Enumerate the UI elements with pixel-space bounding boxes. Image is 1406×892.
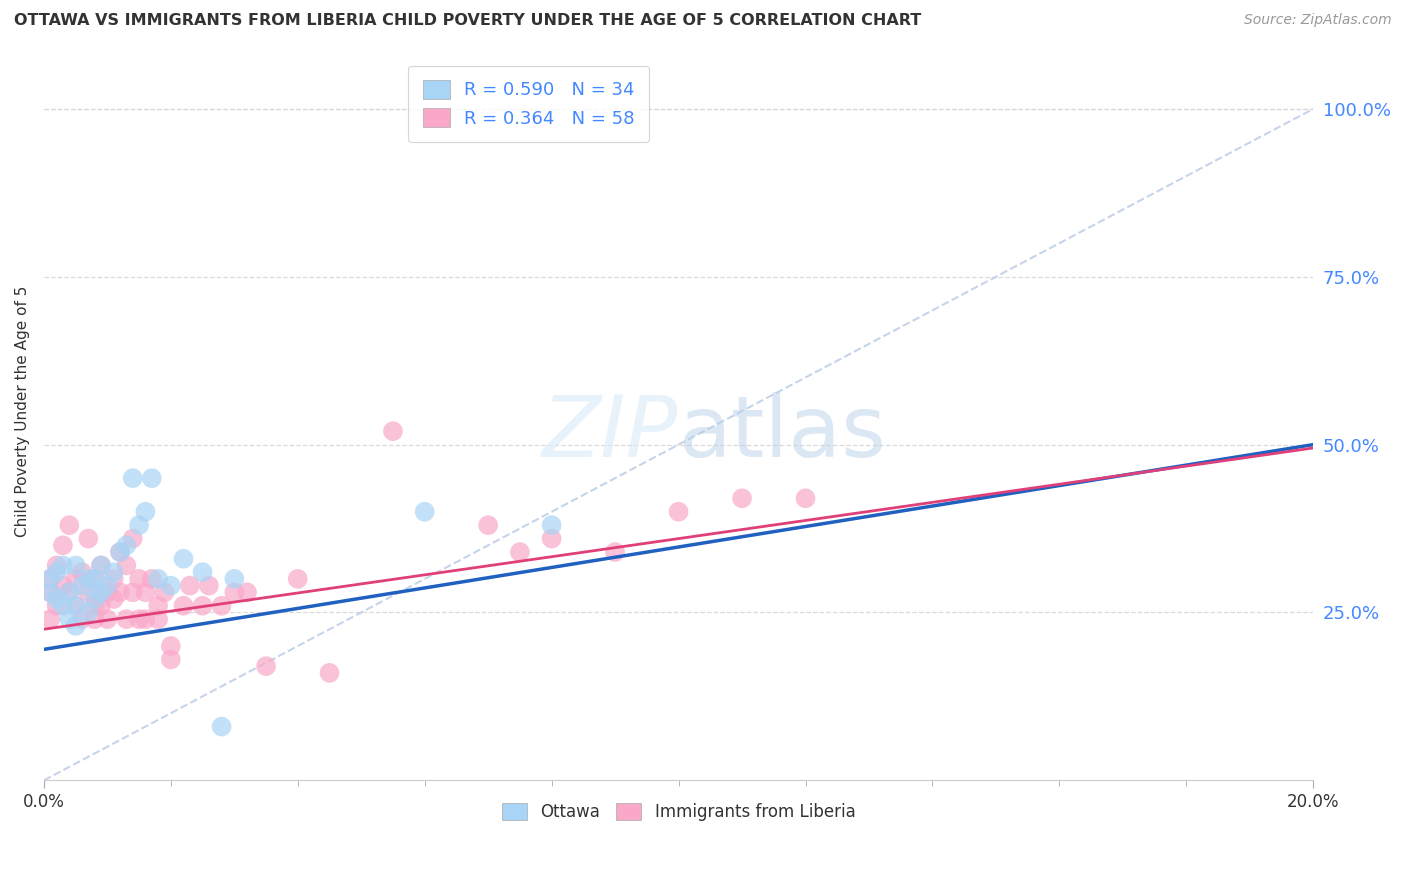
Point	[108, 585, 131, 599]
Text: atlas: atlas	[679, 392, 887, 475]
Point	[90, 599, 112, 613]
Point	[731, 491, 754, 506]
Point	[121, 471, 143, 485]
Point	[254, 659, 277, 673]
Point	[45, 592, 67, 607]
Point	[83, 572, 105, 586]
Point	[141, 471, 163, 485]
Point	[39, 585, 62, 599]
Point	[96, 585, 118, 599]
Point	[103, 572, 125, 586]
Point	[58, 518, 80, 533]
Point	[77, 532, 100, 546]
Y-axis label: Child Poverty Under the Age of 5: Child Poverty Under the Age of 5	[15, 285, 30, 537]
Point	[58, 585, 80, 599]
Point	[83, 612, 105, 626]
Point	[159, 639, 181, 653]
Point	[236, 585, 259, 599]
Point	[65, 558, 87, 573]
Point	[191, 599, 214, 613]
Point	[146, 599, 169, 613]
Point	[52, 558, 75, 573]
Text: Source: ZipAtlas.com: Source: ZipAtlas.com	[1244, 13, 1392, 28]
Point	[65, 572, 87, 586]
Point	[45, 565, 67, 579]
Point	[211, 599, 233, 613]
Point	[103, 565, 125, 579]
Point	[52, 578, 75, 592]
Point	[39, 585, 62, 599]
Point	[173, 599, 195, 613]
Point	[121, 532, 143, 546]
Point	[39, 612, 62, 626]
Point	[70, 612, 93, 626]
Point	[173, 551, 195, 566]
Point	[65, 599, 87, 613]
Point	[381, 424, 404, 438]
Point	[211, 720, 233, 734]
Point	[90, 585, 112, 599]
Point	[509, 545, 531, 559]
Point	[141, 572, 163, 586]
Point	[45, 599, 67, 613]
Point	[58, 585, 80, 599]
Point	[121, 585, 143, 599]
Point	[52, 538, 75, 552]
Point	[115, 538, 138, 552]
Point	[224, 572, 246, 586]
Point	[134, 612, 156, 626]
Point	[318, 665, 340, 680]
Point	[128, 612, 150, 626]
Point	[146, 572, 169, 586]
Point	[96, 578, 118, 592]
Text: OTTAWA VS IMMIGRANTS FROM LIBERIA CHILD POVERTY UNDER THE AGE OF 5 CORRELATION C: OTTAWA VS IMMIGRANTS FROM LIBERIA CHILD …	[14, 13, 921, 29]
Point	[83, 572, 105, 586]
Point	[668, 505, 690, 519]
Text: ZIP: ZIP	[543, 392, 679, 475]
Point	[540, 532, 562, 546]
Point	[413, 505, 436, 519]
Point	[58, 612, 80, 626]
Point	[128, 572, 150, 586]
Point	[224, 585, 246, 599]
Point	[70, 578, 93, 592]
Point	[65, 599, 87, 613]
Point	[191, 565, 214, 579]
Point	[108, 545, 131, 559]
Point	[287, 572, 309, 586]
Point	[179, 578, 201, 592]
Point	[103, 592, 125, 607]
Point	[159, 652, 181, 666]
Point	[90, 558, 112, 573]
Point	[134, 505, 156, 519]
Point	[96, 612, 118, 626]
Point	[153, 585, 176, 599]
Point	[128, 518, 150, 533]
Point	[90, 558, 112, 573]
Point	[65, 619, 87, 633]
Point	[83, 599, 105, 613]
Point	[39, 572, 62, 586]
Point	[77, 585, 100, 599]
Point	[794, 491, 817, 506]
Point	[115, 612, 138, 626]
Point	[83, 592, 105, 607]
Point	[146, 612, 169, 626]
Point	[477, 518, 499, 533]
Point	[39, 572, 62, 586]
Point	[45, 558, 67, 573]
Point	[159, 578, 181, 592]
Point	[108, 545, 131, 559]
Point	[52, 599, 75, 613]
Legend: Ottawa, Immigrants from Liberia: Ottawa, Immigrants from Liberia	[495, 796, 862, 828]
Point	[603, 545, 626, 559]
Point	[77, 572, 100, 586]
Point	[198, 578, 221, 592]
Point	[77, 606, 100, 620]
Point	[115, 558, 138, 573]
Point	[540, 518, 562, 533]
Point	[70, 565, 93, 579]
Point	[134, 585, 156, 599]
